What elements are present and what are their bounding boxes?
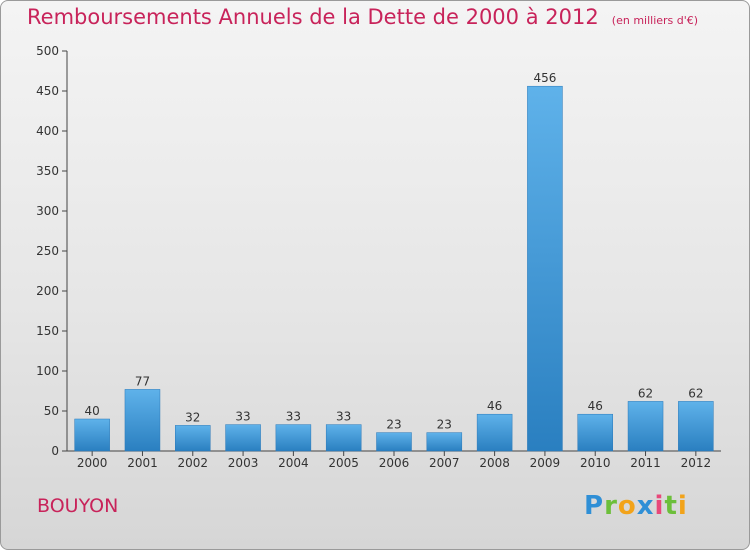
bar	[426, 432, 463, 452]
commune-name: BOUYON	[37, 495, 119, 517]
y-tick-label: 200	[36, 284, 59, 298]
x-tick-label: 2001	[127, 456, 158, 470]
bar	[627, 401, 664, 452]
x-tick-label: 2004	[278, 456, 309, 470]
y-tick-label: 0	[51, 444, 59, 458]
logo-letter: i	[677, 491, 688, 521]
logo-letter: P	[584, 491, 605, 521]
y-tick-label: 350	[36, 164, 59, 178]
y-tick-label: 300	[36, 204, 59, 218]
proxiti-logo: Proxiti	[584, 491, 688, 521]
x-tick-label: 2000	[77, 456, 108, 470]
y-tick-label: 250	[36, 244, 59, 258]
bar	[275, 424, 312, 452]
x-tick-label: 2003	[228, 456, 259, 470]
data-label: 33	[336, 410, 351, 424]
y-tick-label: 100	[36, 364, 59, 378]
logo-letter: o	[617, 491, 637, 521]
bar	[225, 424, 261, 452]
bar	[74, 418, 110, 452]
logo-letter: x	[636, 491, 655, 521]
x-tick-label: 2006	[379, 456, 410, 470]
chart-labels: 2000 40 2001 77 2002 32 2003 33 2004 33 2005 33 2006…	[77, 71, 711, 470]
y-tick-label: 450	[36, 84, 59, 98]
y-tick-label: 400	[36, 124, 59, 138]
bar	[175, 425, 211, 452]
logo-letter: i	[654, 491, 665, 521]
x-tick-label: 2002	[177, 456, 208, 470]
x-tick-label: 2011	[630, 456, 661, 470]
data-label: 33	[286, 410, 301, 424]
bar	[678, 401, 714, 452]
x-tick-label: 2009	[530, 456, 561, 470]
x-tick-label: 2008	[479, 456, 510, 470]
x-tick-label: 2005	[328, 456, 359, 470]
bar	[527, 85, 563, 452]
data-label: 32	[185, 410, 200, 424]
bar	[376, 432, 412, 452]
data-label: 23	[437, 418, 452, 432]
y-tick-label: 50	[44, 404, 59, 418]
data-label: 23	[386, 418, 401, 432]
x-tick-label: 2012	[681, 456, 712, 470]
logo-letter: r	[604, 491, 618, 521]
data-label: 62	[638, 386, 653, 400]
data-label: 46	[487, 399, 502, 413]
x-tick-label: 2007	[429, 456, 460, 470]
chart-axes: 0 50 100 150 200 250 300 350 400 450 500	[36, 44, 721, 458]
chart-bars	[74, 85, 714, 452]
data-label: 46	[588, 399, 603, 413]
bar	[124, 389, 161, 452]
data-label: 40	[85, 404, 100, 418]
logo-letter: t	[664, 491, 678, 521]
data-label: 62	[688, 386, 703, 400]
bar	[325, 424, 362, 452]
chart-unit-text: (en milliers d'€)	[611, 14, 699, 27]
y-tick-label: 150	[36, 324, 59, 338]
y-tick-label: 500	[36, 44, 59, 58]
data-label: 77	[135, 374, 150, 388]
bar	[476, 413, 513, 452]
chart-title-text: Remboursements Annuels de la Dette de 20…	[27, 5, 599, 29]
data-label: 33	[235, 410, 250, 424]
chart-title: Remboursements Annuels de la Dette de 20…	[27, 5, 698, 29]
bar	[577, 413, 613, 452]
data-label: 456	[533, 71, 556, 85]
x-tick-label: 2010	[580, 456, 611, 470]
